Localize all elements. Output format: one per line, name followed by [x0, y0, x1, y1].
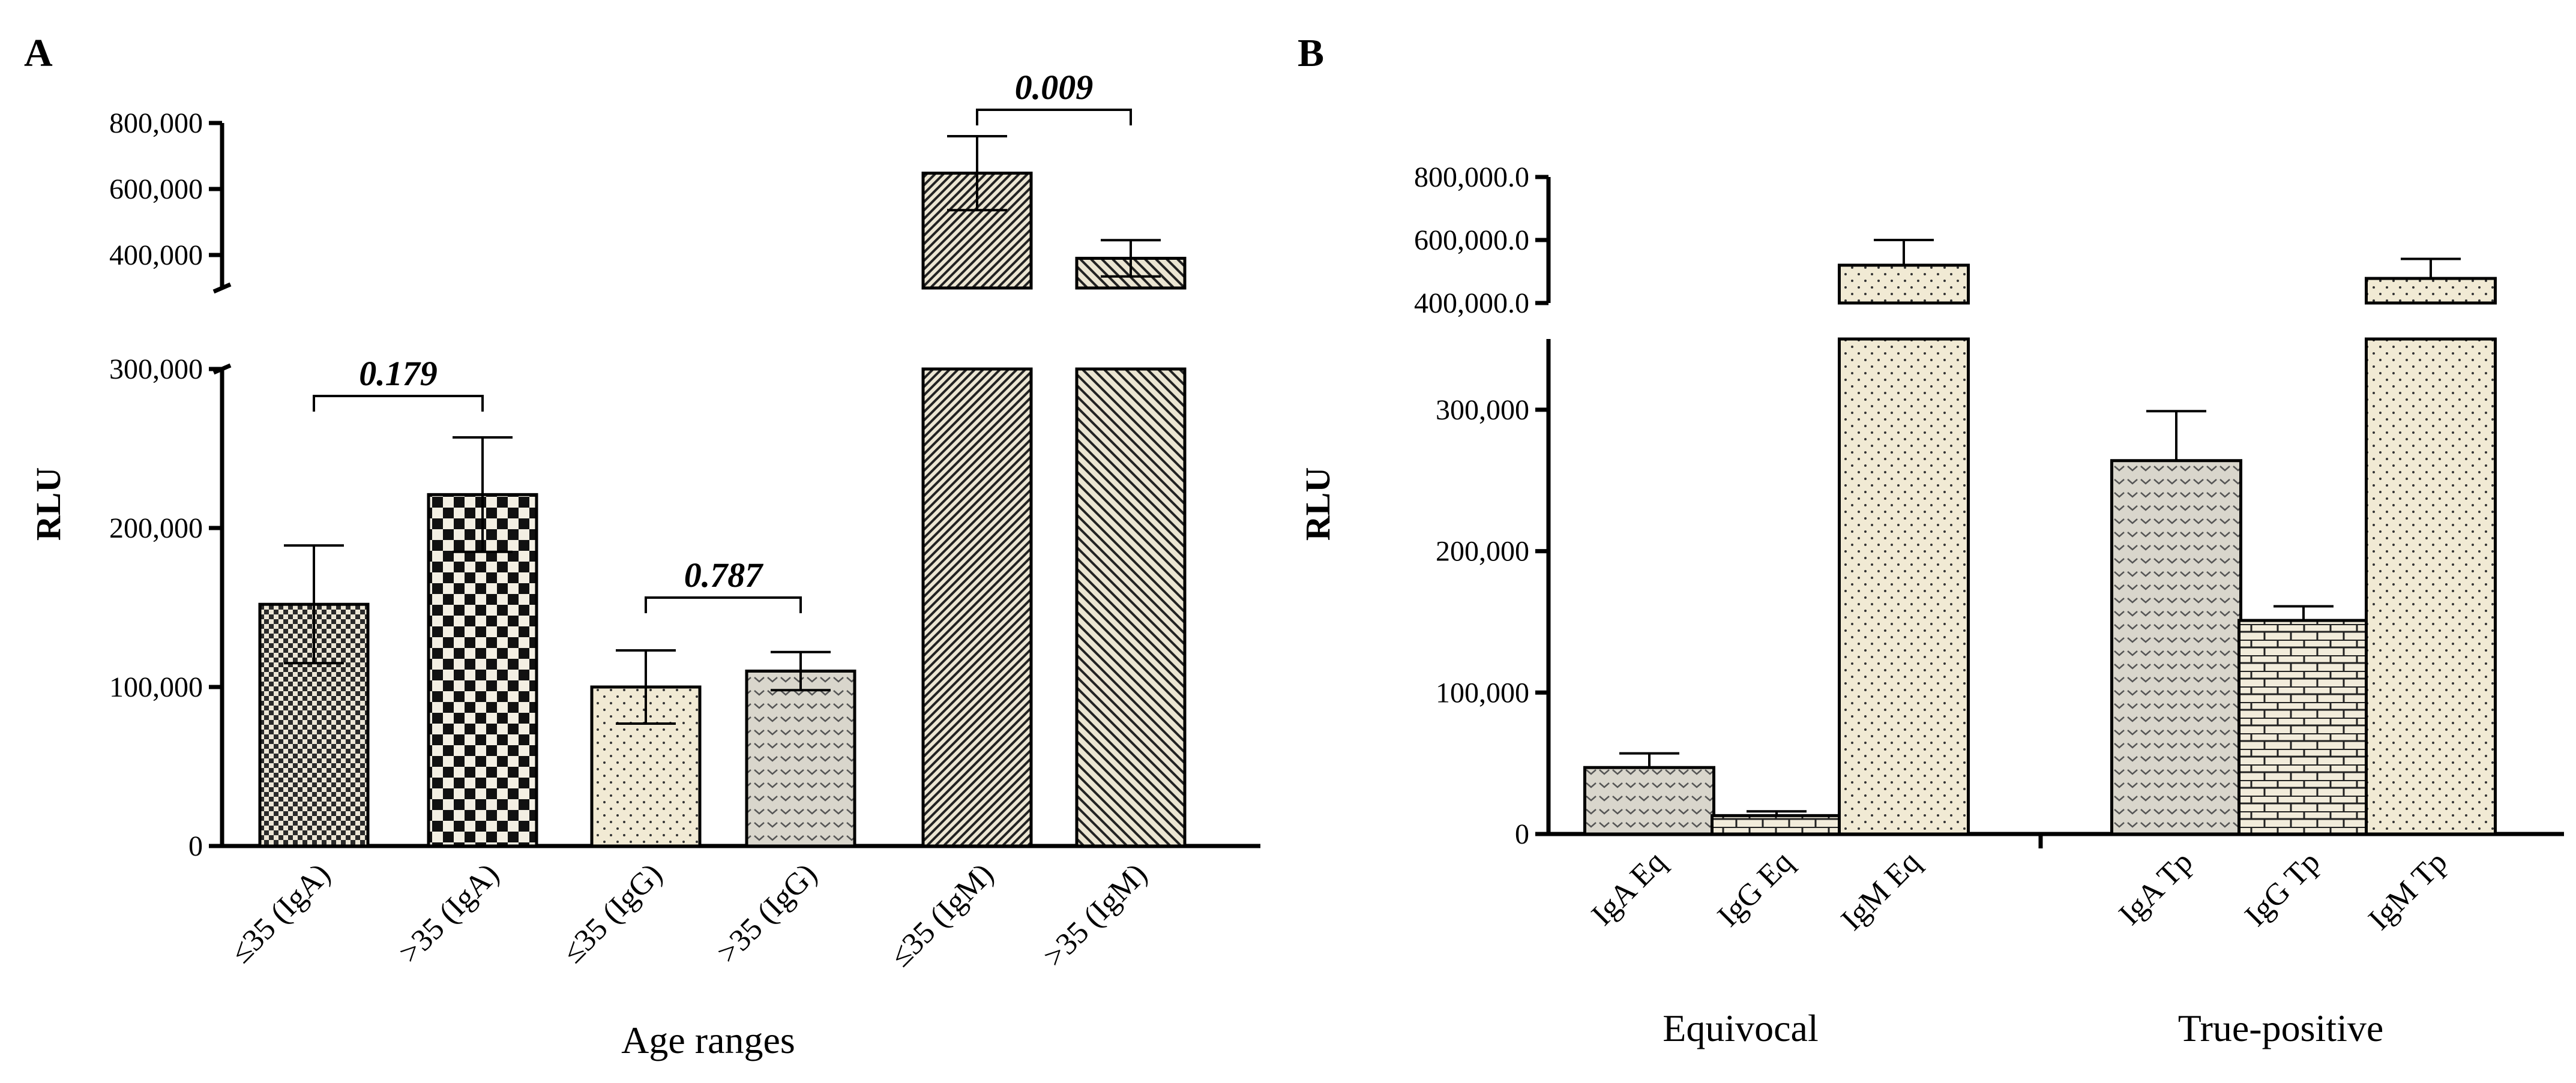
bar — [1838, 263, 1970, 305]
bar — [1711, 814, 1843, 836]
y-tick-label: 300,000 — [109, 353, 203, 385]
y-tick-label: 100,000 — [109, 671, 203, 703]
y-tick-label: 600,000.0 — [1414, 224, 1529, 256]
y-tick-label: 300,000 — [1436, 394, 1529, 426]
x-category-label: >35 (IgM) — [1037, 857, 1154, 974]
y-axis-label: RLU — [29, 467, 68, 541]
axis-break-mark — [212, 282, 232, 294]
y-tick-label: 400,000 — [109, 239, 203, 271]
y-tick-label: 0 — [188, 830, 203, 862]
bar — [745, 670, 856, 848]
panel-letter: A — [24, 31, 53, 75]
p-value-label: 0.179 — [359, 354, 438, 393]
bar-break-gap — [1074, 290, 1187, 367]
x-category-label: >35 (IgA) — [393, 857, 506, 970]
x-category-label: ≤35 (IgM) — [883, 857, 1000, 973]
significance-bracket — [645, 596, 802, 613]
x-axis-label: Age ranges — [621, 1019, 795, 1061]
x-category-label: IgM Tp — [2362, 845, 2454, 937]
bar — [2237, 619, 2370, 836]
bar-lower-segment — [1075, 367, 1187, 848]
bar-break-gap — [1837, 305, 1971, 337]
y-tick-label: 800,000 — [109, 107, 203, 139]
y-tick-label: 200,000 — [109, 512, 203, 544]
y-tick-label: 800,000.0 — [1414, 161, 1529, 193]
p-value-label: 0.787 — [684, 556, 764, 595]
group-label-true-positive: True-positive — [2178, 1007, 2384, 1049]
bar — [2110, 459, 2242, 836]
x-category-label: IgG Eq — [1711, 845, 1800, 934]
bar-break-gap — [2364, 305, 2498, 337]
p-value-label: 0.009 — [1015, 68, 1094, 107]
y-tick-label: 600,000 — [109, 173, 203, 205]
bar — [1583, 766, 1715, 836]
x-category-label: ≤35 (IgG) — [556, 857, 669, 970]
significance-bracket — [313, 395, 484, 412]
panel-letter: B — [1298, 31, 1324, 75]
bar-lower-segment — [921, 367, 1033, 848]
x-category-label: IgA Eq — [1585, 845, 1672, 932]
y-tick-label: 200,000 — [1436, 536, 1529, 568]
bar — [427, 493, 538, 848]
panel-a: A 0 100,000 200,000 300,000 400,000 600,000 800… — [24, 31, 1260, 1061]
group-label-equivocal: Equivocal — [1663, 1007, 1818, 1049]
y-axis-label: RLU — [1298, 467, 1337, 541]
x-category-label: >35 (IgG) — [711, 857, 824, 970]
y-tick-label: 100,000 — [1436, 677, 1529, 709]
x-category-label: IgA Tp — [2113, 845, 2200, 932]
x-category-label: IgG Tp — [2239, 845, 2327, 933]
panel-b: B 0 100,000 200,000 300,000 400,000.0 600,000.… — [1298, 31, 2564, 1049]
bar-lower-segment — [1838, 337, 1970, 836]
x-category-label: ≤35 (IgA) — [224, 857, 337, 970]
bar — [2365, 277, 2497, 305]
bar-lower-segment — [2365, 337, 2497, 836]
bar-break-gap — [921, 290, 1034, 367]
significance-bracket — [976, 109, 1132, 125]
y-tick-label: 400,000.0 — [1414, 287, 1529, 319]
x-category-label: IgM Eq — [1835, 845, 1927, 937]
y-tick-label: 0 — [1515, 818, 1529, 850]
